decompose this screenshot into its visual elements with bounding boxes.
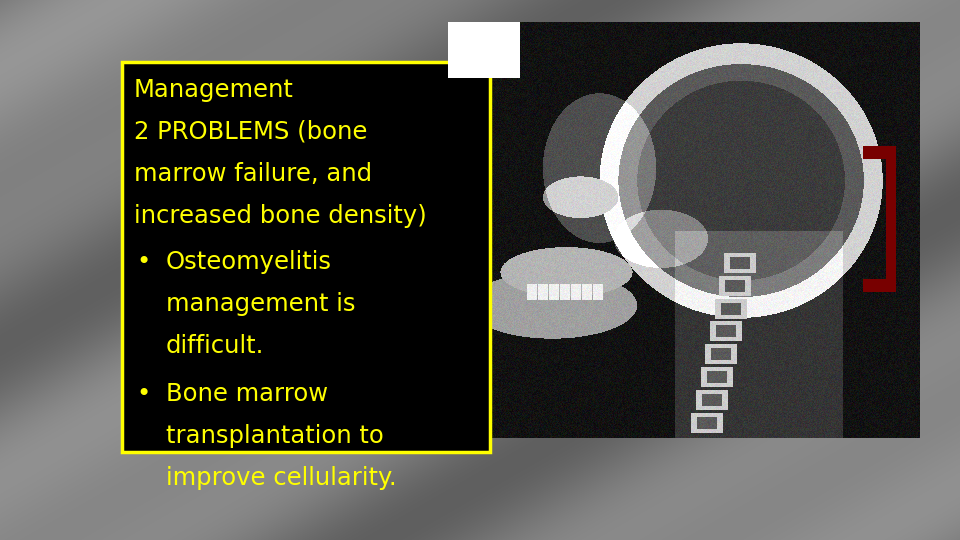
Text: Management: Management [134,78,294,102]
Text: Bone marrow: Bone marrow [166,382,328,406]
Text: improve cellularity.: improve cellularity. [166,466,396,490]
Text: management is: management is [166,292,355,316]
Text: •: • [136,382,151,406]
FancyBboxPatch shape [448,22,520,78]
Text: 2 PROBLEMS (bone: 2 PROBLEMS (bone [134,120,368,144]
Text: marrow failure, and: marrow failure, and [134,162,372,186]
Text: increased bone density): increased bone density) [134,204,427,228]
Text: difficult.: difficult. [166,334,264,358]
Text: Osteomyelitis: Osteomyelitis [166,250,332,274]
Text: transplantation to: transplantation to [166,424,384,448]
FancyBboxPatch shape [122,62,490,452]
Text: •: • [136,250,151,274]
